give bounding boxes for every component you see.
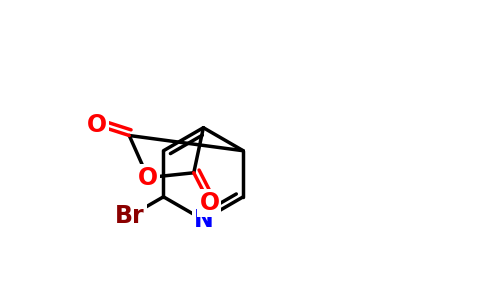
Text: O: O: [87, 113, 107, 137]
Text: N: N: [194, 208, 213, 232]
Text: O: O: [138, 166, 158, 190]
Text: O: O: [199, 191, 220, 215]
Text: Br: Br: [115, 204, 145, 228]
